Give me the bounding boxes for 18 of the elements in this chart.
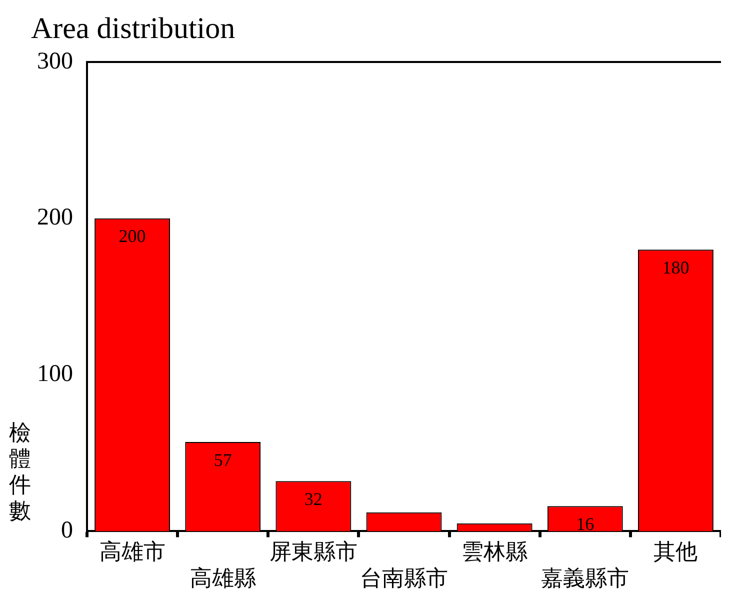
x-tick-label: 高雄縣 xyxy=(190,566,256,591)
y-tick-label: 0 xyxy=(61,517,73,544)
y-tick-label: 100 xyxy=(37,361,73,388)
x-tick-label: 台南縣市 xyxy=(360,566,448,591)
x-tick-label: 其他 xyxy=(654,539,698,564)
y-tick-label: 300 xyxy=(37,48,73,74)
x-tick-label: 嘉義縣市 xyxy=(541,566,630,591)
data-label: 16 xyxy=(576,514,594,534)
chart-title: Area distribution xyxy=(31,12,236,45)
data-label: 180 xyxy=(662,257,690,278)
data-label: 57 xyxy=(214,450,232,470)
x-tick-label: 高雄市 xyxy=(99,539,166,564)
y-tick-label: 200 xyxy=(37,204,73,231)
data-label: 200 xyxy=(118,226,146,246)
data-label: 32 xyxy=(304,488,322,509)
y-axis-title: 檢體件數 xyxy=(8,420,32,524)
x-tick-label: 雲林縣 xyxy=(462,539,528,564)
x-tick-label: 屏東縣市 xyxy=(269,539,358,564)
